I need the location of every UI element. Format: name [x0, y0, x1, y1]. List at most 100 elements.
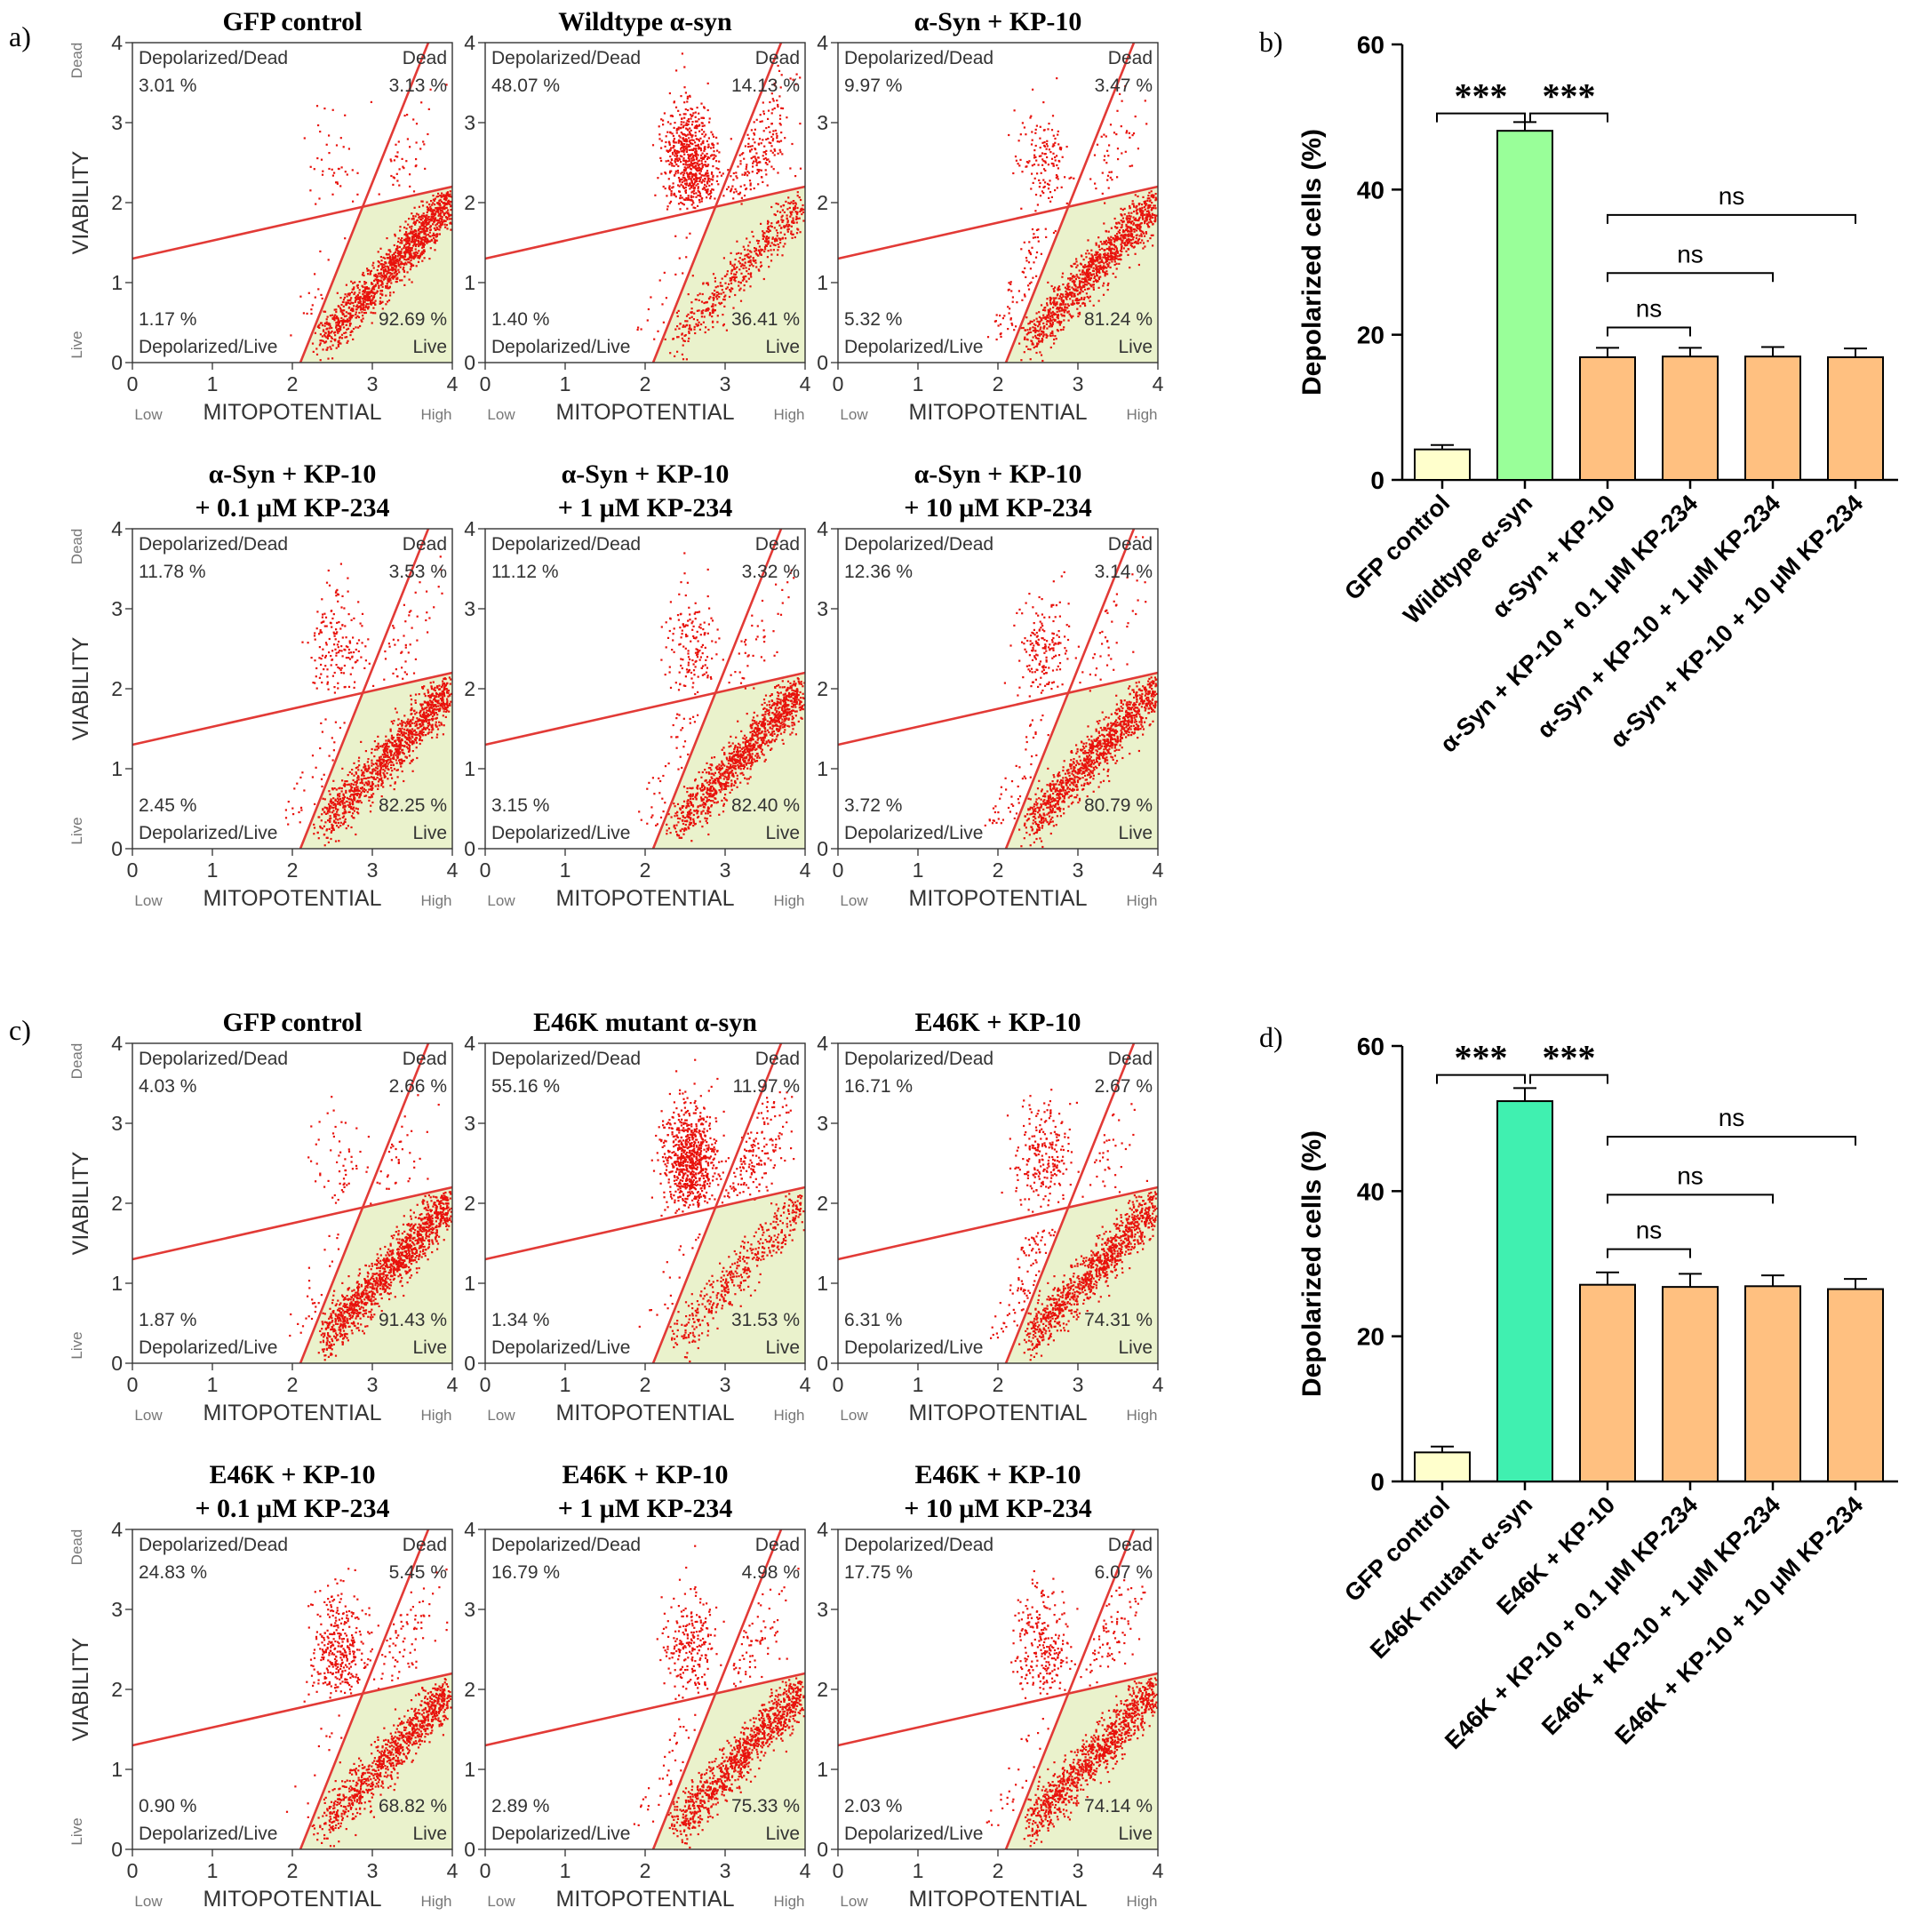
quadrant-label: Depolarized/Dead [139, 48, 288, 68]
y-axis-label: Depolarized cells (%) [1297, 129, 1327, 395]
y-tick-label: 2 [464, 191, 475, 214]
x-low-label: Low [134, 1407, 163, 1424]
y-tick-label: 3 [817, 1112, 828, 1135]
quadrant-label: Live [412, 1824, 447, 1844]
quadrant-value: 48.07 % [491, 76, 560, 96]
x-tick-label: 1 [560, 1373, 571, 1396]
scatter-panel: E46K + KP-10 + 1 μM KP-234 Depolarized/Dea… [464, 1460, 810, 1912]
x-tick-label: 2 [287, 1859, 299, 1882]
quadrant-value: 75.33 % [731, 1796, 800, 1816]
y-tick-label: 3 [817, 597, 828, 620]
x-tick-label: 4 [1153, 1859, 1164, 1882]
quadrant-value: 31.53 % [731, 1310, 800, 1330]
y-tick-label: 0 [111, 351, 123, 374]
quadrant-label: Live [412, 1337, 447, 1358]
x-tick-label: 1 [207, 1859, 219, 1882]
x-tick-label: 0 [833, 372, 844, 395]
panel-title: E46K + KP-10 [914, 1008, 1081, 1037]
x-tick-label: 1 [913, 1373, 924, 1396]
y-tick-label: 2 [111, 1678, 123, 1701]
scatter-points [638, 552, 805, 842]
x-high-label: High [774, 1407, 805, 1424]
quadrant-value: 2.67 % [1095, 1076, 1153, 1097]
x-low-label: Low [134, 892, 163, 909]
y-tick-label: 1 [817, 271, 828, 294]
x-tick-label: 4 [800, 372, 811, 395]
x-tick-label: 3 [1073, 372, 1084, 395]
x-tick-label: 1 [207, 372, 219, 395]
x-high-label: High [421, 1407, 452, 1424]
y-tick-label: 0 [464, 1838, 475, 1861]
quadrant-label: Depolarized/Live [491, 1337, 630, 1358]
quadrant-label: Depolarized/Live [844, 1824, 983, 1844]
quadrant-value: 92.69 % [379, 309, 447, 330]
significance-label: *** [1543, 1038, 1596, 1078]
y-tick-label: 20 [1357, 1323, 1384, 1351]
panel-title: GFP control [223, 1008, 363, 1037]
quadrant-label: Live [1118, 1824, 1153, 1844]
gate-line [299, 528, 430, 850]
y-tick-label: 60 [1357, 31, 1384, 59]
x-low-label: Low [840, 1407, 868, 1424]
quadrant-label: Dead [1108, 534, 1153, 555]
scatter-points [638, 1058, 805, 1363]
quadrant-label: Dead [1108, 1535, 1153, 1555]
y-tick-label: 3 [464, 1598, 475, 1621]
gate-line [484, 1186, 806, 1261]
significance-label: ns [1719, 1104, 1745, 1131]
quadrant-value: 0.90 % [139, 1796, 196, 1816]
quadrant-label: Depolarized/Dead [844, 48, 993, 68]
x-tick-label: 3 [367, 1373, 379, 1396]
y-tick-label: 4 [817, 1032, 828, 1055]
significance-bracket [1607, 326, 1691, 337]
gate-line [484, 1672, 806, 1747]
significance-bracket [1607, 213, 1856, 224]
gate-line [837, 1186, 1159, 1261]
quadrant-label: Dead [755, 1049, 800, 1069]
bar [1662, 355, 1719, 481]
quadrant-value: 91.43 % [379, 1310, 447, 1330]
x-tick-label: 2 [993, 858, 1004, 882]
scatter-panel: E46K + KP-10 + 10 μM KP-234 Depolarized/De… [817, 1460, 1163, 1912]
x-axis-label: MITOPOTENTIAL [556, 1887, 735, 1912]
y-high-label: Dead [68, 1529, 85, 1566]
y-tick-label: 1 [464, 1272, 475, 1295]
y-tick-label: 2 [817, 191, 828, 214]
significance-bracket [1607, 272, 1774, 283]
x-high-label: High [421, 892, 452, 909]
x-axis-label: MITOPOTENTIAL [203, 400, 382, 425]
quadrant-value: 68.82 % [379, 1796, 447, 1816]
x-tick-label: 4 [1153, 1373, 1164, 1396]
x-tick-label: 2 [640, 858, 651, 882]
x-tick-label: 3 [1073, 1859, 1084, 1882]
quadrant-label: Depolarized/Dead [844, 534, 993, 555]
panel-title: + 10 μM KP-234 [904, 1494, 1092, 1523]
bar [1496, 1100, 1553, 1482]
bar [1744, 355, 1801, 481]
y-high-label: Dead [68, 43, 85, 79]
quadrant-value: 5.32 % [844, 309, 902, 330]
scatter-panel: α-Syn + KP-10 + 1 μM KP-234 Depolarized/De… [464, 459, 810, 911]
quadrant-label: Depolarized/Dead [139, 1049, 288, 1069]
scatter-points [289, 1094, 452, 1361]
panel-label: a) [9, 20, 31, 52]
y-tick-label: 3 [464, 111, 475, 134]
y-tick-label: 0 [464, 837, 475, 860]
quadrant-label: Depolarized/Dead [491, 534, 641, 555]
y-tick-label: 2 [464, 677, 475, 700]
significance-bracket [1529, 112, 1608, 123]
y-tick-label: 0 [464, 351, 475, 374]
gate-line [1004, 1529, 1136, 1850]
quadrant-value: 11.78 % [139, 562, 206, 582]
y-tick-label: 4 [111, 1518, 123, 1541]
x-axis-label: MITOPOTENTIAL [909, 1401, 1088, 1425]
x-tick-label: 0 [127, 858, 139, 882]
x-high-label: High [1127, 892, 1158, 909]
x-tick-label: 4 [800, 858, 811, 882]
significance-label: ns [1636, 295, 1663, 323]
quadrant-label: Depolarized/Live [139, 337, 277, 357]
gate-line [1004, 1042, 1136, 1364]
y-axis-label: VIABILITY [68, 636, 93, 740]
quadrant-value: 2.03 % [844, 1796, 902, 1816]
